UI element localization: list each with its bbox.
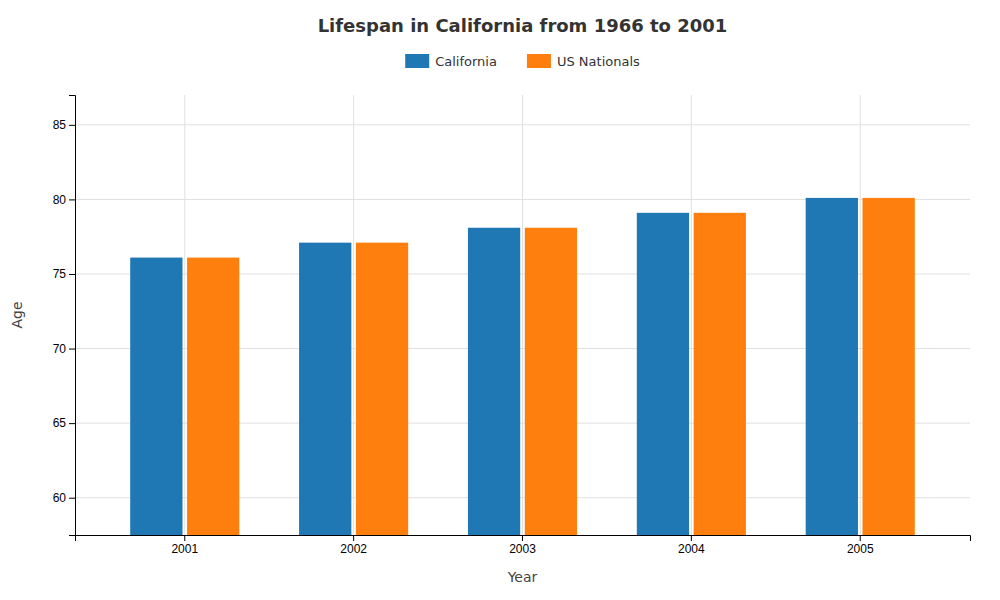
bar (637, 213, 689, 535)
tick-mark (69, 498, 75, 499)
grid-line (353, 95, 354, 535)
x-axis: 2001 2002 2003 2004 2005 (76, 535, 971, 556)
bar (863, 198, 915, 535)
grid-line (691, 95, 692, 535)
tick: 80 (53, 193, 75, 207)
tick: 75 (53, 267, 75, 281)
tick-label: 80 (53, 193, 67, 207)
tick-mark (69, 423, 75, 424)
tick: 2005 (847, 535, 874, 556)
bar (806, 198, 858, 535)
bar (694, 213, 746, 535)
tick-label: 2004 (678, 542, 705, 556)
grid-line (522, 95, 523, 535)
axis-line (76, 536, 971, 542)
y-axis-title: Age (9, 301, 25, 328)
tick-label: 2001 (171, 542, 198, 556)
tick: 60 (53, 491, 75, 505)
bar-series (187, 198, 915, 535)
tick-label: 65 (53, 416, 67, 430)
grid-line (184, 95, 185, 535)
bars (130, 198, 915, 535)
x-axis-title: Year (507, 569, 538, 585)
plot-area: 2001 2002 2003 2004 2005 60 65 70 75 80 85 (53, 95, 971, 556)
tick: 2003 (509, 535, 536, 556)
tick-label: 2003 (509, 542, 536, 556)
tick-mark (69, 274, 75, 275)
grid (75, 95, 970, 535)
legend-item: California (405, 54, 497, 69)
legend-label: California (435, 54, 497, 69)
tick-mark (860, 535, 861, 541)
tick-mark (353, 535, 354, 541)
tick-mark (184, 535, 185, 541)
tick-mark (522, 535, 523, 541)
grid-line (860, 95, 861, 535)
tick: 85 (53, 118, 75, 132)
title: Lifespan in California from 1966 to 2001 (318, 15, 728, 36)
bar (356, 243, 408, 535)
legend-item: US Nationals (527, 54, 640, 69)
tick-label: 85 (53, 118, 67, 132)
tick-mark (69, 349, 75, 350)
tick-label: 75 (53, 267, 67, 281)
bar (299, 243, 351, 535)
tick-mark (69, 125, 75, 126)
tick-label: 2002 (340, 542, 367, 556)
bar (130, 258, 182, 535)
legend: California US Nationals (405, 54, 640, 69)
axis-line (69, 96, 76, 536)
tick: 70 (53, 342, 75, 356)
bar-series (130, 198, 858, 535)
chart: 2001 2002 2003 2004 2005 60 65 70 75 80 85 Year Age L… (0, 0, 1000, 600)
tick-label: 60 (53, 491, 67, 505)
tick-mark (69, 199, 75, 200)
tick-mark (691, 535, 692, 541)
tick: 65 (53, 416, 75, 430)
tick-label: 2005 (847, 542, 874, 556)
tick-label: 70 (53, 342, 67, 356)
y-axis: 60 65 70 75 80 85 (53, 96, 76, 536)
bar (187, 258, 239, 535)
tick: 2001 (171, 535, 198, 556)
bar (468, 228, 520, 535)
tick: 2004 (678, 535, 705, 556)
bar (525, 228, 577, 535)
tick: 2002 (340, 535, 367, 556)
legend-swatch (405, 54, 429, 68)
legend-swatch (527, 54, 551, 68)
legend-label: US Nationals (557, 54, 640, 69)
